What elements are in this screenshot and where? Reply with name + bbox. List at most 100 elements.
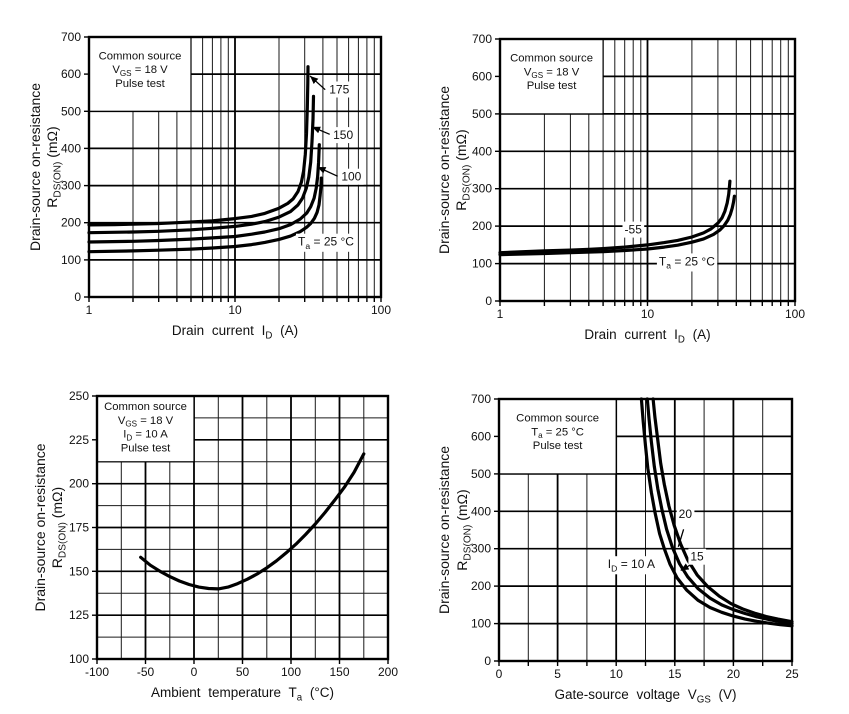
y-axis-title-line1: Drain-source on-resistance [32, 443, 48, 611]
curve-label-bg [622, 221, 645, 238]
curve-label-bg [688, 548, 707, 565]
x-tick-label: 0 [496, 667, 503, 681]
series-curve-ta-25-c [87, 176, 323, 254]
x-tick-label: -100 [85, 665, 109, 679]
y-axis-title-line2: RDS(ON) (mΩ) [44, 126, 64, 207]
y-tick-label: 600 [472, 69, 492, 83]
y-tick-label: 400 [61, 141, 81, 155]
x-axis-title: Ambient temperature Ta (°C) [151, 685, 334, 704]
y-tick-label: 150 [69, 564, 89, 578]
y-tick-label: 500 [472, 107, 492, 121]
y-tick-label: 0 [485, 294, 492, 308]
curve-label: Ta = 25 °C [298, 235, 354, 251]
chart-rds-vs-drain-current-low-temp: Common source VGS = 18 V Pulse test 1 10 100 0… [425, 0, 849, 357]
curve-label: 100 [341, 170, 361, 184]
test-conditions-line: Pulse test [527, 80, 577, 92]
y-axis-title-line1: Drain-source on-resistance [27, 83, 43, 251]
test-conditions-line: VGS = 18 V [524, 66, 580, 80]
curve-label: 20 [679, 507, 693, 521]
y-tick-label: 175 [69, 521, 89, 535]
y-tick-label: 500 [61, 104, 81, 118]
x-tick-label: 100 [785, 307, 805, 321]
y-tick-label: 200 [471, 579, 491, 593]
x-tick-label: 10 [228, 303, 242, 317]
y-axis-title-line2: RDS(ON) (mΩ) [49, 487, 69, 568]
curve-label: -55 [625, 223, 643, 237]
series-curve-ta-25-c [498, 194, 736, 257]
x-axis-title: Drain current ID (A) [172, 323, 298, 342]
series-curve-id-10-a [639, 397, 794, 628]
test-conditions-line: Common source [104, 401, 187, 413]
y-tick-label: 400 [472, 144, 492, 158]
curve-label-bg [327, 81, 352, 98]
y-tick-label: 600 [61, 67, 81, 81]
curve-label: 150 [333, 128, 353, 142]
y-tick-label: 500 [471, 467, 491, 481]
test-conditions-line: Common source [99, 50, 182, 62]
x-tick-label: 0 [191, 665, 198, 679]
y-tick-label: 100 [61, 253, 81, 267]
test-conditions-line: Ta = 25 °C [531, 426, 584, 440]
x-axis-title: Gate-source voltage VGS (V) [554, 687, 736, 706]
x-tick-label: 10 [610, 667, 624, 681]
series-curve-id-20-a [651, 397, 794, 624]
y-tick-label: 0 [484, 654, 491, 668]
y-tick-label: 300 [472, 182, 492, 196]
test-conditions-line: Common source [516, 413, 599, 425]
series-curve-ta-55-c [498, 179, 732, 255]
test-conditions-line: Pulse test [533, 440, 583, 452]
curve-label-leader [677, 529, 685, 547]
curve-label-leader [680, 563, 692, 571]
y-tick-label: 100 [472, 257, 492, 271]
x-tick-label: -50 [137, 665, 155, 679]
curve-label-leader [311, 126, 330, 135]
y-tick-label: 400 [471, 504, 491, 518]
y-tick-label: 0 [74, 290, 81, 304]
series-curve-rds-on-vs-ta [139, 452, 366, 591]
series-curve-ta-150-c [87, 94, 316, 235]
chart-rds-vs-gate-source-voltage: Common source Ta = 25 °C Pulse test 0 5 10 15 2… [425, 357, 849, 714]
y-tick-label: 250 [69, 389, 89, 403]
x-tick-label: 10 [641, 307, 655, 321]
curve-label: ID = 10 A [608, 557, 655, 573]
chart-rds-vs-ambient-temperature: Common source VGS = 18 V ID = 10 A Pulse te… [0, 357, 424, 714]
x-tick-label: 15 [668, 667, 682, 681]
series-curve-ta-175-c [87, 65, 310, 227]
curve-label: Ta = 25 °C [659, 254, 715, 270]
y-tick-label: 225 [69, 433, 89, 447]
curve-label: 15 [690, 550, 704, 564]
y-tick-label: 700 [472, 32, 492, 46]
x-tick-label: 100 [371, 303, 391, 317]
test-conditions-box [96, 395, 195, 463]
curve-label-leader [317, 166, 338, 177]
x-tick-label: 1 [86, 303, 93, 317]
x-tick-label: 25 [785, 667, 799, 681]
y-tick-label: 100 [69, 652, 89, 666]
test-conditions-line: Pulse test [115, 78, 165, 90]
y-tick-label: 125 [69, 608, 89, 622]
y-axis-title-line1: Drain-source on-resistance [436, 446, 452, 614]
y-tick-label: 100 [471, 617, 491, 631]
y-axis-title-line1: Drain-source on-resistance [436, 86, 452, 254]
y-tick-label: 200 [69, 477, 89, 491]
y-tick-label: 600 [471, 429, 491, 443]
x-tick-label: 20 [727, 667, 741, 681]
y-tick-label: 700 [471, 392, 491, 406]
test-conditions-line: ID = 10 A [123, 429, 168, 443]
series-curve-id-15-a [645, 397, 794, 626]
test-conditions-box [498, 398, 617, 475]
x-tick-label: 100 [281, 665, 301, 679]
test-conditions-box [499, 38, 604, 115]
y-tick-label: 200 [61, 216, 81, 230]
y-tick-label: 300 [471, 542, 491, 556]
test-conditions-line: VGS = 18 V [112, 64, 168, 78]
curve-label-bg [331, 127, 356, 144]
y-tick-label: 200 [472, 219, 492, 233]
curve-label-bg [656, 253, 718, 272]
y-axis-title-line2: RDS(ON) (mΩ) [454, 489, 474, 570]
